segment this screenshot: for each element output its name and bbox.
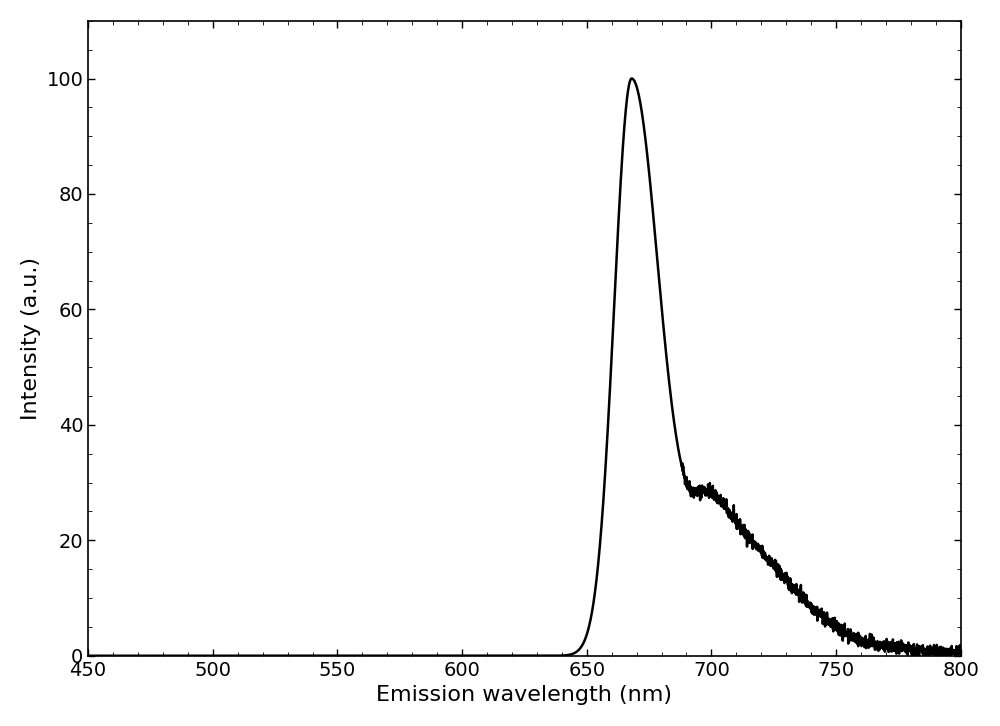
Y-axis label: Intensity (a.u.): Intensity (a.u.)	[21, 257, 41, 420]
X-axis label: Emission wavelength (nm): Emission wavelength (nm)	[376, 685, 672, 705]
